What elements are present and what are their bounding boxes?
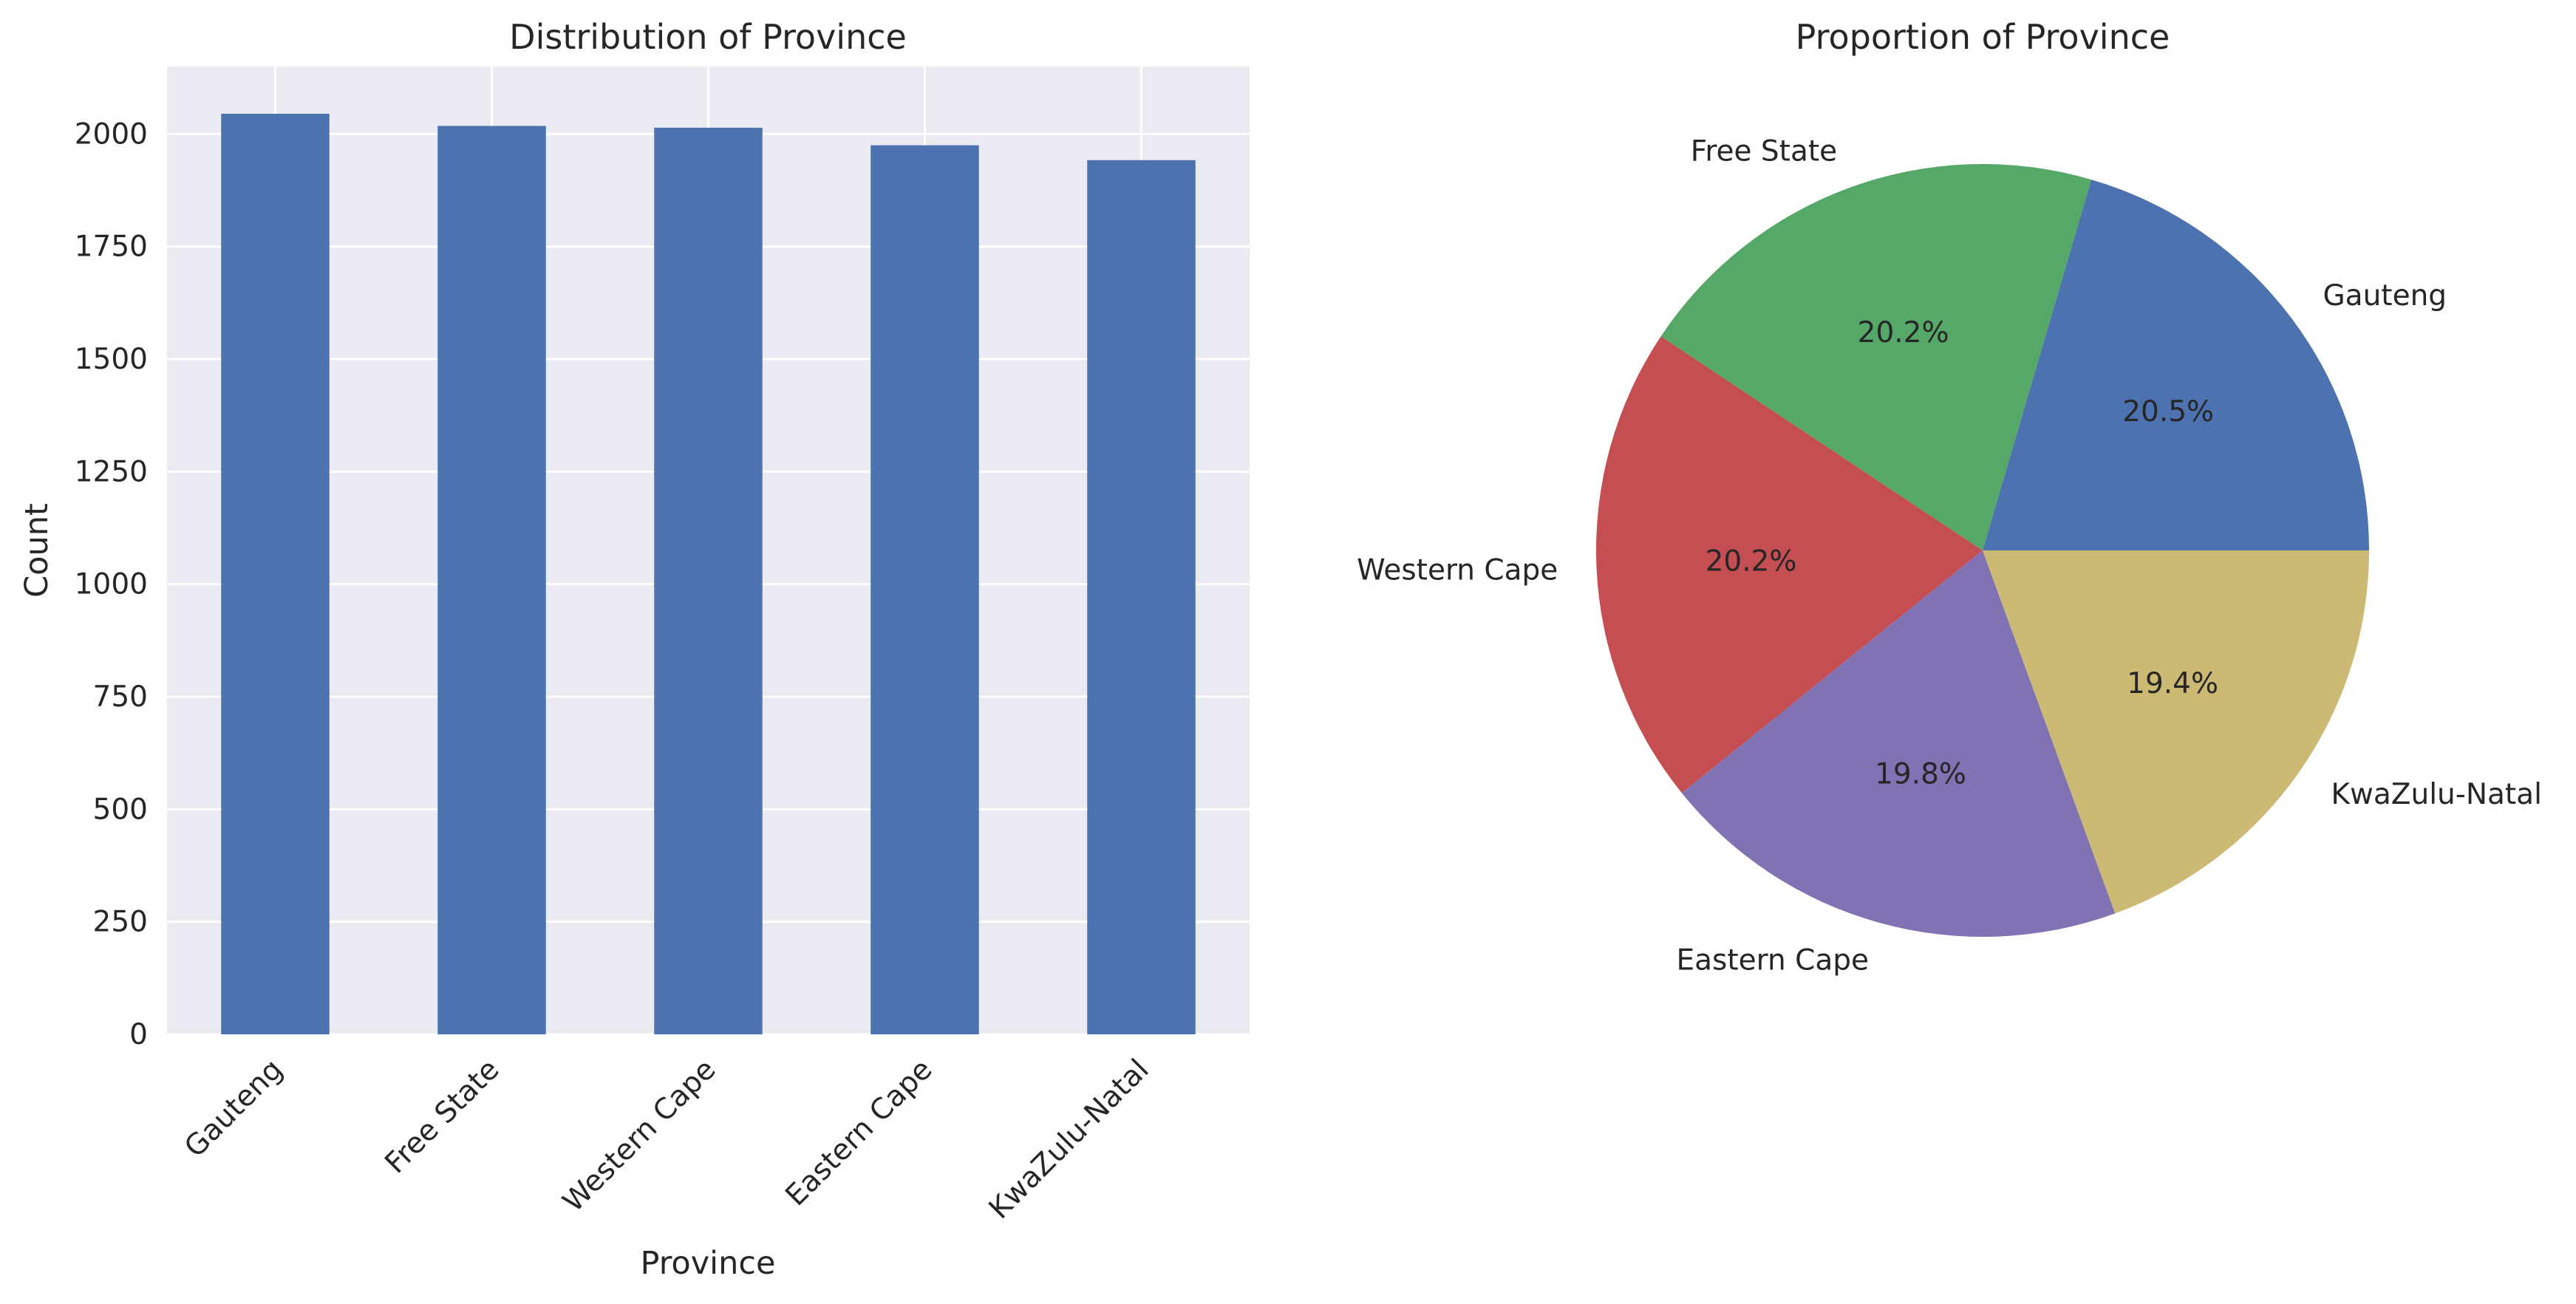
pie-slice-label: Gauteng — [2323, 279, 2447, 313]
pie-slice-labels: Gauteng Free State Western Cape Eastern Cap… — [1357, 134, 2542, 977]
bar-mark — [870, 145, 979, 1034]
pie-percent-label: 19.4% — [2127, 667, 2218, 700]
bar-y-tick-label: 1000 — [75, 568, 148, 601]
bar-y-tick-label: 1750 — [75, 231, 148, 264]
bar-x-tick-label: Gauteng — [178, 1053, 289, 1164]
pie-percent-label: 20.2% — [1858, 316, 1949, 349]
pie-chart: Proportion of Province Gauteng Free State… — [1357, 17, 2542, 977]
bar-y-tick-label: 1500 — [75, 343, 148, 376]
bar-chart-title: Distribution of Province — [509, 17, 907, 57]
bar-y-tick-label: 750 — [93, 680, 148, 714]
bar-x-axis-label: Province — [641, 1245, 776, 1282]
pie-slice — [1660, 164, 2092, 551]
pie-percent-label: 20.2% — [1706, 545, 1797, 578]
bar-x-tick-label: Eastern Cape — [780, 1053, 939, 1212]
bar-y-tick-label: 500 — [93, 793, 148, 826]
bar-x-tick-label: Free State — [378, 1053, 505, 1180]
bar-chart: 0 250 500 750 1000 1250 1500 1750 2000 Gauteng Fr… — [18, 17, 1250, 1282]
pie-slice — [1681, 550, 2116, 937]
bar-y-tick-labels: 0 250 500 750 1000 1250 1500 1750 2000 — [75, 117, 148, 1051]
pie-percent-labels: 20.5% 20.2% 20.2% 19.8% 19.4% — [1706, 316, 2218, 791]
pie-slices — [1596, 164, 2369, 937]
pie-slice-label: KwaZulu-Natal — [2331, 778, 2542, 811]
bar-x-tick-label: KwaZulu-Natal — [983, 1053, 1156, 1226]
pie-chart-title: Proportion of Province — [1796, 17, 2170, 57]
pie-slice — [1983, 180, 2369, 550]
bar-y-tick-label: 2000 — [75, 117, 148, 151]
pie-slice-label: Free State — [1691, 134, 1837, 168]
bar-mark — [437, 126, 546, 1035]
bar-x-tick-labels: Gauteng Free State Western Cape Eastern Cap… — [178, 1053, 1155, 1226]
bar-mark — [1087, 160, 1196, 1035]
pie-percent-label: 19.8% — [1875, 757, 1966, 791]
bar-series — [221, 113, 1196, 1035]
pie-percent-label: 20.5% — [2122, 395, 2214, 429]
pie-slice — [1983, 550, 2369, 914]
bar-mark — [221, 113, 330, 1034]
pie-slice — [1596, 336, 1983, 793]
bar-mark — [654, 127, 763, 1034]
bar-y-tick-label: 0 — [129, 1018, 148, 1051]
bar-y-tick-label: 250 — [93, 906, 148, 939]
bar-x-tick-label: Western Cape — [556, 1053, 722, 1218]
pie-slice-label: Eastern Cape — [1677, 943, 1870, 977]
bar-y-tick-label: 1250 — [75, 455, 148, 488]
bar-y-axis-label: Count — [18, 503, 55, 598]
pie-slice-label: Western Cape — [1357, 553, 1558, 587]
